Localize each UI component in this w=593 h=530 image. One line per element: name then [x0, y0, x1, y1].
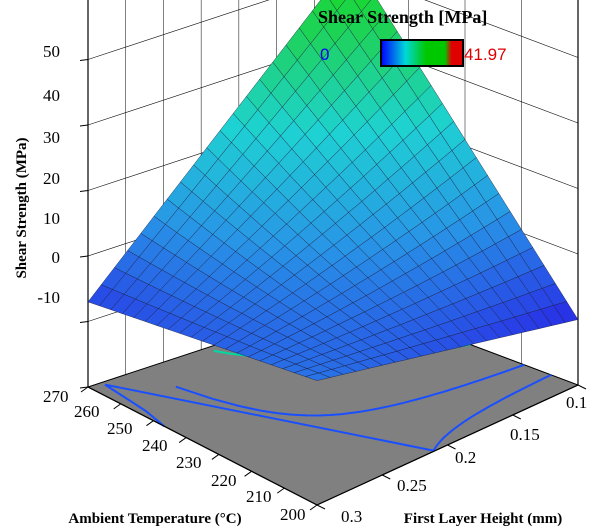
z-tick-label: 40: [43, 86, 60, 105]
z-tick-label: 50: [43, 42, 60, 61]
colorbar-min-label: 0: [320, 45, 329, 64]
z-tick-mark: [79, 124, 89, 127]
x-tick-mark: [113, 403, 122, 410]
z-tick-mark: [79, 321, 89, 323]
y-tick-mark: [382, 474, 391, 480]
y-tick-label: 0.15: [510, 425, 540, 444]
contour-line: [104, 373, 552, 452]
surface-cell: [304, 372, 331, 381]
x-tick-label: 220: [211, 471, 237, 490]
contour-line: [175, 363, 525, 417]
colorbar: Shear Strength [MPa] 0 41.97: [318, 7, 507, 67]
x-tick-label: 270: [43, 387, 69, 406]
colorbar-max-label: 41.97: [464, 45, 507, 64]
y-tick-label: 0.2: [455, 448, 476, 467]
y-axis-label: First Layer Height (mm): [404, 511, 562, 527]
y-tick-mark: [577, 384, 587, 390]
x-tick-mark: [211, 454, 220, 460]
x-tick-mark: [276, 487, 285, 494]
x-tick-label: 210: [246, 487, 272, 506]
colorbar-gradient: [380, 39, 464, 67]
surface-mesh: [87, 0, 579, 381]
x-tick-mark: [146, 420, 154, 427]
colorbar-title: Shear Strength [MPa]: [318, 7, 487, 27]
z-tick-label: 10: [43, 209, 60, 228]
x-tick-label: 200: [280, 505, 306, 524]
x-tick-mark: [309, 504, 318, 511]
gridline: [87, 0, 579, 60]
y-tick-mark: [512, 414, 521, 420]
y-tick-label: 0.3: [341, 507, 362, 526]
z-tick-mark: [79, 59, 89, 61]
z-tick-label: 20: [43, 169, 60, 188]
x-tick-label: 260: [74, 402, 100, 421]
z-tick-label: 30: [43, 128, 60, 147]
x-tick-label: 230: [176, 453, 202, 472]
x-tick-label: 240: [142, 436, 168, 455]
z-tick-mark: [79, 255, 89, 258]
y-tick-mark: [447, 444, 456, 450]
x-tick-mark: [80, 386, 89, 393]
x-axis-label: Ambient Temperature (°C): [68, 511, 241, 527]
chart-box-front: [80, 384, 587, 511]
z-tick-mark: [79, 386, 89, 389]
x-tick-mark: [244, 470, 252, 477]
z-axis-ticks: 50 40 30 20 10 0 -10: [37, 42, 60, 307]
x-tick-mark: [178, 437, 187, 443]
y-tick-label: 0.1: [566, 393, 587, 412]
y-axis-ticks: 0.1 0.15 0.2 0.25 0.3: [341, 393, 587, 526]
y-tick-label: 0.25: [397, 476, 427, 495]
x-axis-ticks: 270 260 250 240 230 220 210 200: [43, 387, 306, 524]
z-tick-label: -10: [37, 288, 60, 307]
y-tick-mark: [316, 504, 326, 510]
z-tick-mark: [79, 190, 89, 192]
z-tick-label: 0: [52, 248, 61, 267]
x-tick-label: 250: [107, 419, 133, 438]
box-edge: [87, 386, 318, 506]
z-axis-label: Shear Strength (MPa): [14, 137, 30, 278]
